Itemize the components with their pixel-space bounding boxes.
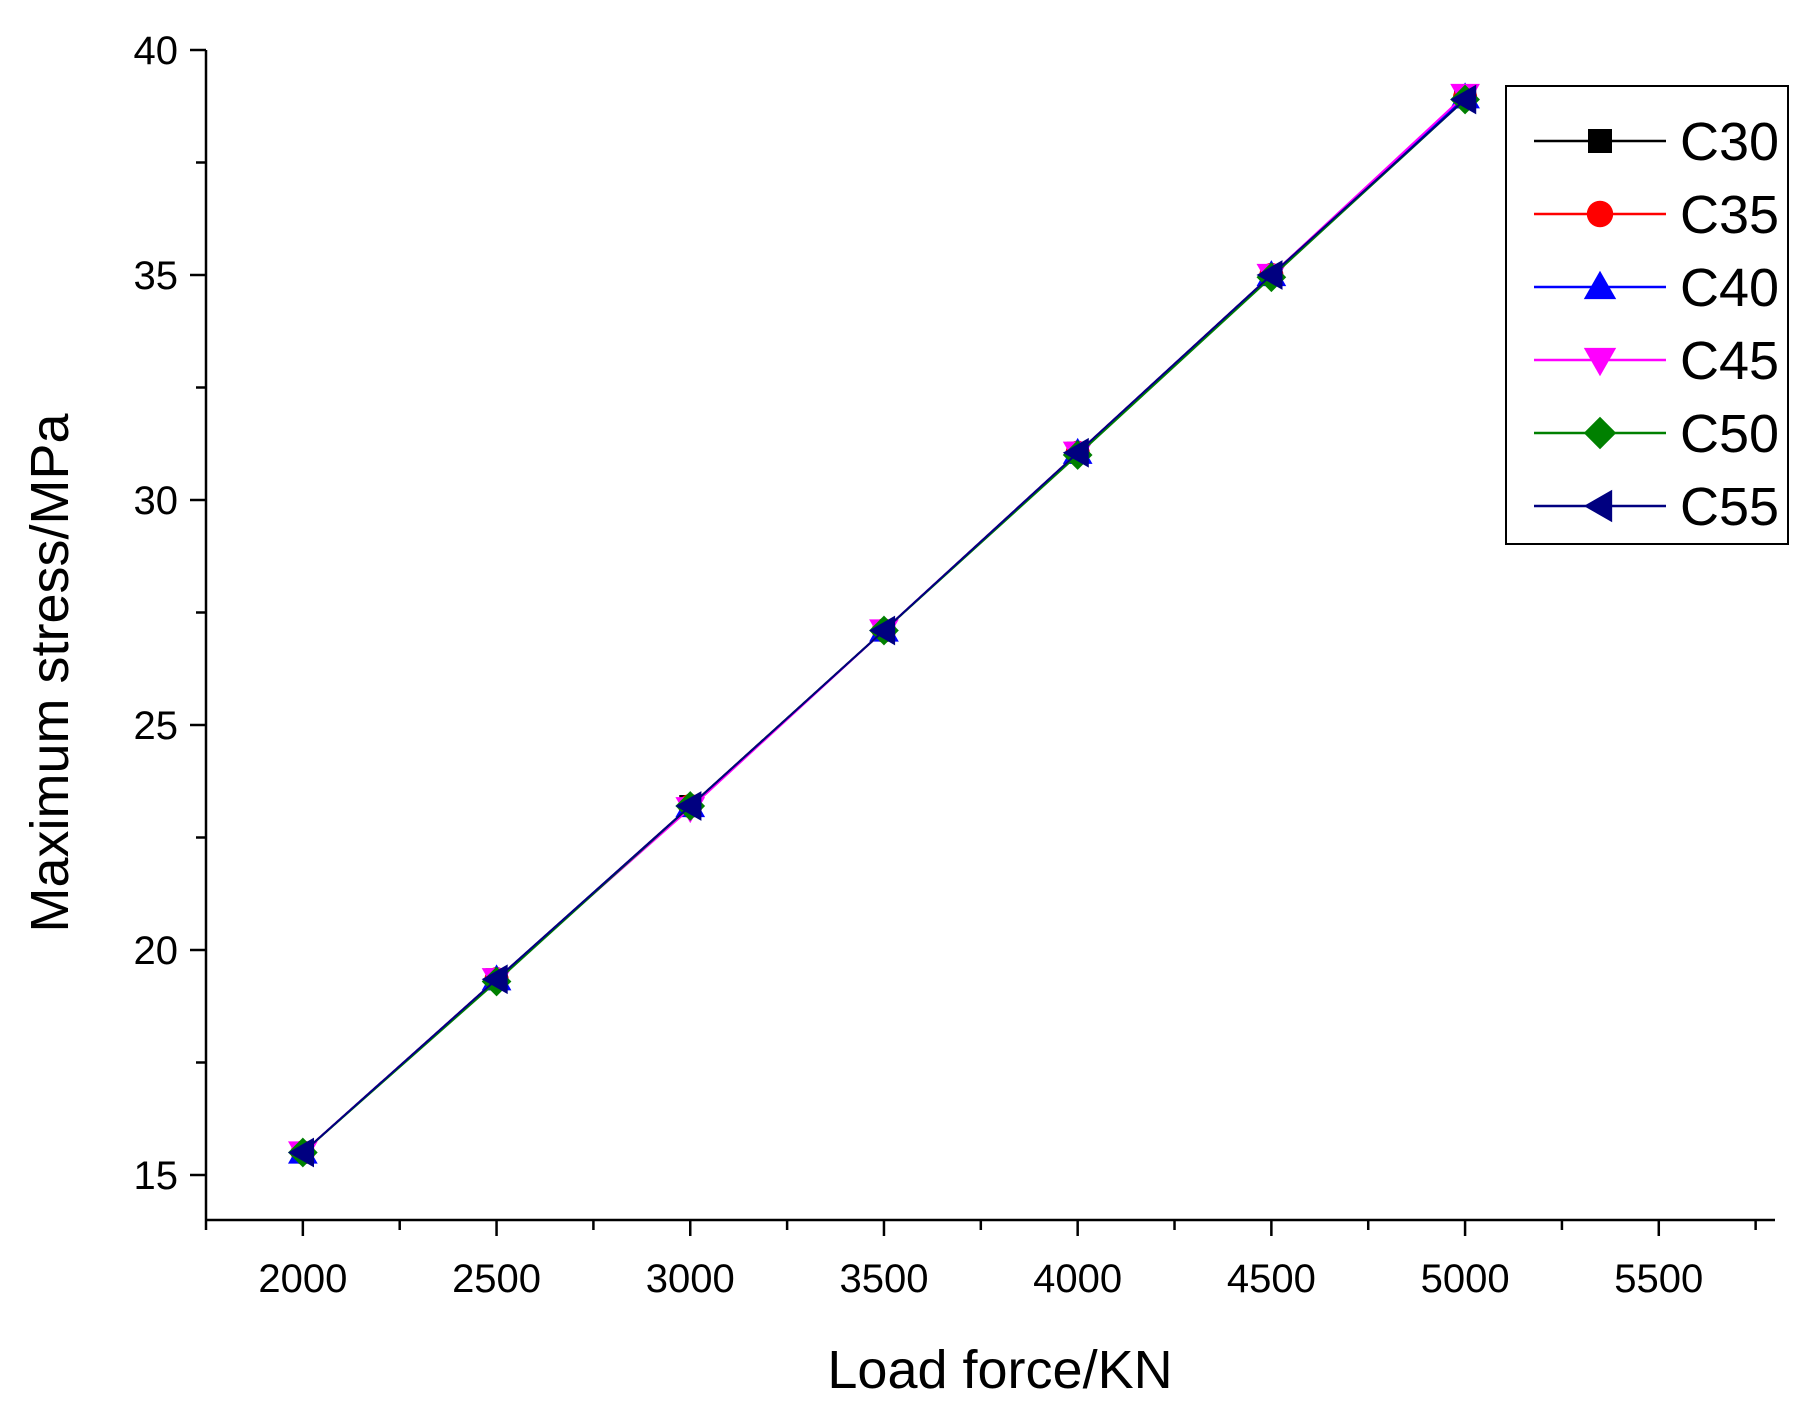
- legend-label: C55: [1680, 477, 1779, 537]
- legend-label: C45: [1680, 331, 1779, 391]
- legend-item-c30: C30: [1534, 112, 1779, 172]
- legend-item-c50: C50: [1534, 404, 1779, 464]
- legend-box: [1505, 85, 1789, 545]
- axes: 2000 2500 3000 3500 4000 4500 5000 5500 15 20 25 30…: [134, 29, 1775, 1301]
- legend-item-c45: C45: [1534, 331, 1779, 391]
- x-tick-label: 2000: [258, 1257, 347, 1301]
- series-layer: [288, 82, 1480, 1168]
- x-tick-label: 4500: [1227, 1257, 1316, 1301]
- x-tick-label: 3500: [839, 1257, 928, 1301]
- x-tick-label: 5500: [1614, 1257, 1703, 1301]
- legend-marker: [1583, 489, 1613, 523]
- x-tick-label: 5000: [1421, 1257, 1510, 1301]
- x-tick-label: 2500: [452, 1257, 541, 1301]
- data-point: [1256, 260, 1283, 290]
- legend-item-c40: C40: [1534, 258, 1779, 318]
- data-point: [675, 791, 702, 821]
- y-tick-label: 20: [134, 929, 179, 973]
- data-point: [1450, 84, 1477, 115]
- legend-marker: [1583, 270, 1617, 300]
- data-point: [1062, 437, 1089, 468]
- legend-marker: [1583, 347, 1617, 377]
- legend-label: C40: [1680, 258, 1779, 318]
- series-c55: [288, 84, 1477, 1168]
- y-tick-label: 40: [134, 29, 179, 73]
- y-tick-label: 30: [134, 479, 179, 523]
- data-point: [481, 964, 508, 995]
- y-axis-title: Maximum stress/MPa: [20, 413, 80, 933]
- x-tick-label: 4000: [1033, 1257, 1122, 1301]
- data-point: [869, 615, 896, 646]
- legend-item-c35: C35: [1534, 185, 1779, 245]
- x-tick-label: 3000: [646, 1257, 735, 1301]
- legend-marker: [1586, 200, 1614, 228]
- y-tick-label: 35: [134, 254, 179, 298]
- legend-label: C35: [1680, 185, 1779, 245]
- legend: C30 C35 C40 C45 C50 C55: [1505, 85, 1789, 545]
- legend-item-c55: C55: [1534, 477, 1779, 537]
- legend-marker: [1588, 129, 1612, 153]
- y-tick-label: 25: [134, 704, 179, 748]
- y-tick-label: 15: [134, 1154, 179, 1198]
- legend-label: C30: [1680, 112, 1779, 172]
- legend-label: C50: [1680, 404, 1779, 464]
- x-axis-title: Load force/KN: [827, 1340, 1172, 1400]
- legend-marker: [1583, 416, 1617, 450]
- data-point: [288, 1137, 314, 1168]
